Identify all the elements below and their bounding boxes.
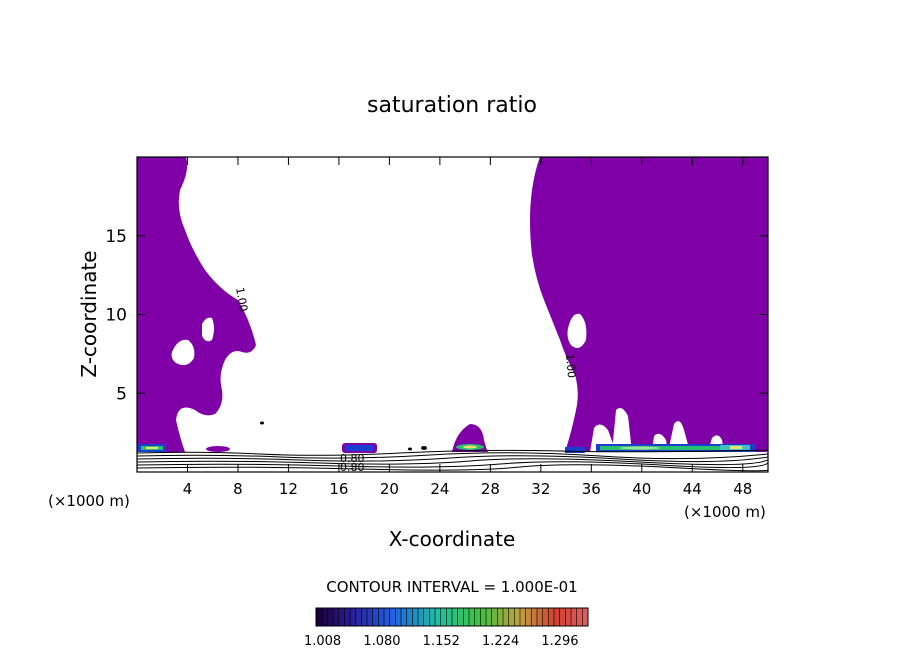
colorbar-tick-label: 1.080 — [363, 634, 400, 649]
x-tick-label: 4 — [183, 480, 193, 498]
y-axis-ticks: 5 10 15 — [105, 227, 768, 404]
region-supersaturated-right — [530, 157, 768, 452]
colorbar-tick-label: 1.296 — [541, 634, 578, 649]
contour-plot-area — [137, 157, 768, 472]
chart-title: saturation ratio — [367, 93, 537, 118]
x-unit-left: (×1000 m) — [48, 492, 130, 510]
contour-label: 1.00 — [563, 353, 578, 379]
y-axis-title: Z-coordinate — [77, 250, 101, 377]
x-tick-label: 20 — [380, 480, 399, 498]
x-tick-label: 48 — [733, 480, 752, 498]
contour-label: 0.80 — [340, 452, 365, 465]
colorbar-tick-label: 1.224 — [482, 634, 519, 649]
ground-contour-lines — [137, 449, 768, 472]
x-tick-label: 8 — [233, 480, 243, 498]
x-tick-label: 32 — [531, 480, 550, 498]
x-unit-right: (×1000 m) — [684, 503, 766, 521]
x-tick-label: 28 — [481, 480, 500, 498]
y-tick-label: 5 — [116, 384, 127, 404]
x-tick-label: 44 — [683, 480, 702, 498]
y-tick-label: 10 — [105, 306, 127, 326]
x-tick-label: 36 — [582, 480, 601, 498]
colorbar-tick-label: 1.152 — [423, 634, 460, 649]
x-tick-label: 12 — [279, 480, 298, 498]
x-tick-label: 16 — [329, 480, 348, 498]
region-supersaturated-left — [137, 157, 256, 452]
x-tick-label: 40 — [632, 480, 651, 498]
contour-label: 1.00 — [233, 286, 250, 312]
x-axis-title: X-coordinate — [389, 527, 516, 551]
y-tick-label: 15 — [105, 227, 127, 247]
colorbar-tick-label: 1.008 — [304, 634, 341, 649]
x-tick-label: 24 — [430, 480, 449, 498]
colorbar: 1.008 1.080 1.152 1.224 1.296 — [304, 607, 589, 649]
x-axis-ticks: 4 8 12 16 20 24 28 32 36 40 44 48 — [183, 157, 752, 498]
contour-label: 0.80 — [340, 461, 365, 474]
contour-interval-label: CONTOUR INTERVAL = 1.000E-01 — [326, 578, 577, 596]
